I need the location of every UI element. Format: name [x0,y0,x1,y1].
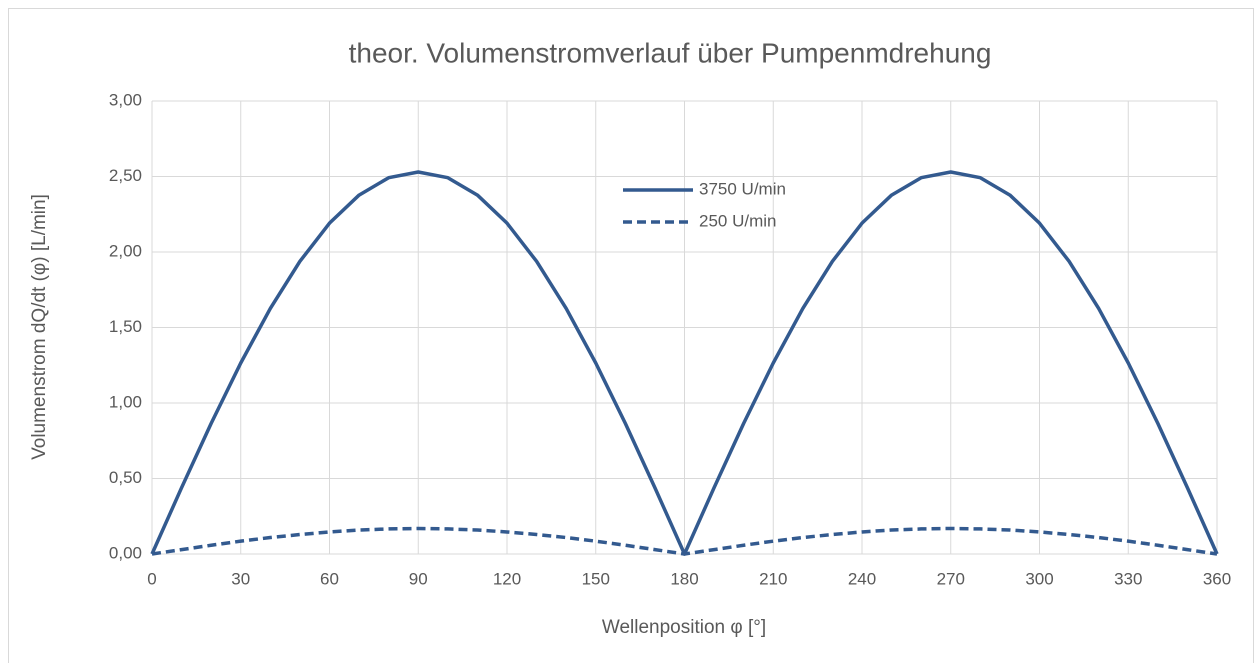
x-tick-label: 120 [493,569,521,588]
y-tick-label: 1,00 [109,392,142,411]
legend-label: 3750 U/min [699,179,786,198]
x-tick-label: 60 [320,569,339,588]
x-tick-label: 300 [1025,569,1053,588]
x-tick-label: 240 [848,569,876,588]
chart-frame [8,8,1254,663]
x-axis-label: Wellenposition φ [°] [602,617,766,638]
x-tick-label: 210 [759,569,787,588]
x-tick-label: 90 [409,569,428,588]
line-series [151,526,1218,556]
x-tick-label: 0 [147,569,156,588]
x-tick-label: 30 [231,569,250,588]
x-tick-label: 180 [670,569,698,588]
chart-title: theor. Volumenstromverlauf über Pumpenmd… [349,37,992,68]
y-tick-label: 0,50 [109,468,142,487]
legend-label: 250 U/min [699,211,776,230]
x-tick-label: 360 [1203,569,1231,588]
y-tick-label: 2,00 [109,241,142,260]
y-tick-label: 1,50 [109,317,142,336]
y-tick-label: 3,00 [109,90,142,109]
x-tick-label: 270 [937,569,965,588]
y-tick-label: 0,00 [109,543,142,562]
y-axis-label: Volumenstrom dQ/dt (φ) [L/min] [29,194,50,460]
x-tick-label: 330 [1114,569,1142,588]
y-tick-label: 2,50 [109,166,142,185]
x-tick-label: 150 [582,569,610,588]
